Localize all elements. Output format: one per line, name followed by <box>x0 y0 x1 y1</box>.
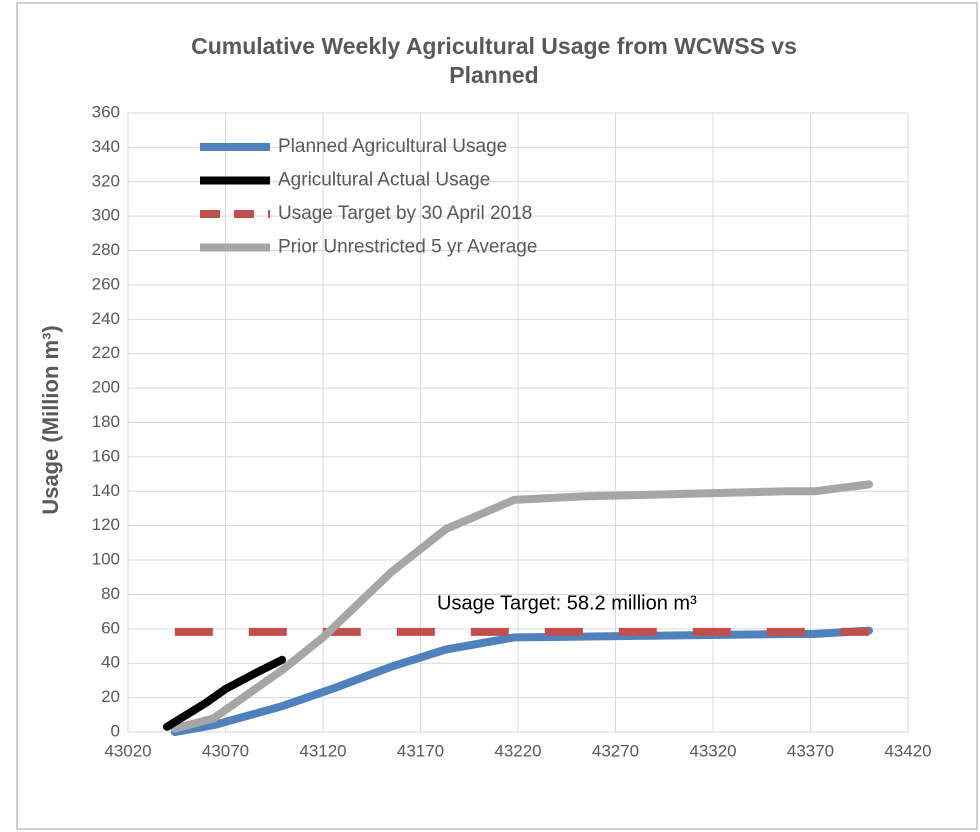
y-tick-label: 260 <box>92 274 120 293</box>
y-tick-label: 100 <box>92 550 120 569</box>
legend-label: Agricultural Actual Usage <box>278 170 490 191</box>
y-tick-label: 80 <box>101 584 120 603</box>
x-tick-label: 43420 <box>884 741 931 760</box>
legend-label: Planned Agricultural Usage <box>278 136 507 157</box>
y-tick-label: 240 <box>92 309 120 328</box>
x-tick-label: 43120 <box>299 741 346 760</box>
y-tick-label: 220 <box>92 343 120 362</box>
y-tick-label: 20 <box>101 687 120 706</box>
y-tick-label: 280 <box>92 240 120 259</box>
chart-title: Planned <box>449 62 538 88</box>
legend-label: Usage Target by 30 April 2018 <box>278 203 532 224</box>
legend-label: Prior Unrestricted 5 yr Average <box>278 237 537 258</box>
y-tick-label: 140 <box>92 481 120 500</box>
x-tick-label: 43170 <box>397 741 444 760</box>
y-tick-label: 120 <box>92 515 120 534</box>
x-tick-label: 43020 <box>104 741 151 760</box>
y-tick-label: 180 <box>92 412 120 431</box>
x-tick-label: 43370 <box>787 741 834 760</box>
y-tick-label: 60 <box>101 618 120 637</box>
y-tick-label: 300 <box>92 206 120 225</box>
y-tick-label: 160 <box>92 446 120 465</box>
x-tick-label: 43320 <box>689 741 736 760</box>
y-tick-label: 0 <box>111 721 120 740</box>
y-tick-label: 40 <box>101 653 120 672</box>
series-line <box>170 480 873 733</box>
y-tick-label: 200 <box>92 378 120 397</box>
y-tick-label: 340 <box>92 137 120 156</box>
x-tick-label: 43070 <box>202 741 249 760</box>
y-axis-label: Usage (Million m³) <box>38 325 63 514</box>
x-tick-label: 43270 <box>592 741 639 760</box>
y-tick-label: 320 <box>92 171 120 190</box>
chart-title: Cumulative Weekly Agricultural Usage fro… <box>191 33 797 59</box>
annotation: Usage Target: 58.2 million m³ <box>437 592 697 614</box>
frame <box>16 2 978 830</box>
series-line <box>163 655 287 731</box>
series-line <box>170 626 873 736</box>
x-tick-label: 43220 <box>494 741 541 760</box>
y-tick-label: 360 <box>92 102 120 121</box>
